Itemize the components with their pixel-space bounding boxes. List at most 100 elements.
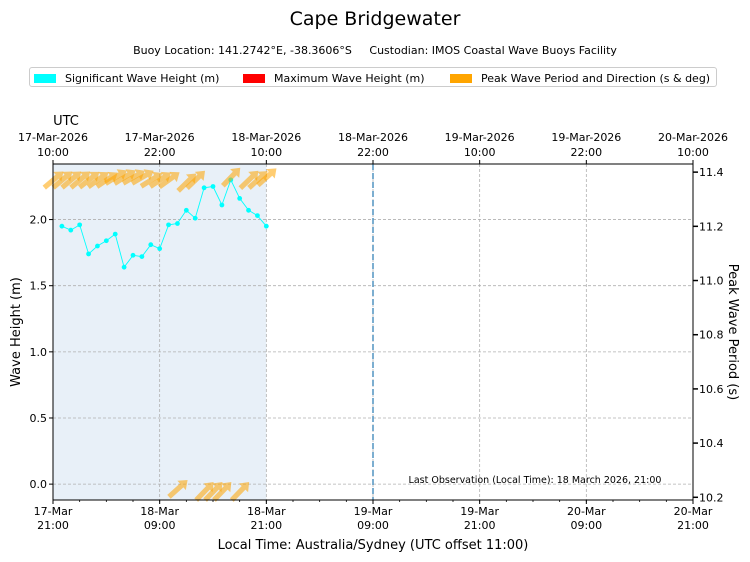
x-top-tick-label: 10:00 (250, 146, 282, 159)
significant-wave-height-point (121, 264, 127, 270)
legend-item-period: Peak Wave Period and Direction (s & deg) (450, 71, 710, 85)
significant-wave-height-point (103, 238, 109, 244)
period-direction-arrow-shape (51, 171, 73, 190)
period-direction-arrow-shape (238, 170, 259, 191)
x-top-tick-label: 17-Mar-2026 (18, 131, 88, 144)
period-direction-arrow (77, 171, 100, 190)
x-tick-label: 20-Mar (567, 505, 606, 518)
x-top-tick-label: 19-Mar-2026 (551, 131, 621, 144)
period-direction-arrow (157, 171, 180, 190)
period-direction-arrow-shape (194, 482, 214, 502)
x-top-tick-label: 22:00 (144, 146, 176, 159)
period-direction-arrow (238, 170, 259, 191)
x-axis-label: Local Time: Australia/Sydney (UTC offset… (218, 538, 529, 553)
period-direction-arrow-shape (220, 167, 241, 188)
x-top-tick-label: 18-Mar-2026 (338, 131, 408, 144)
legend-label-maximum: Maximum Wave Height (m) (274, 71, 425, 85)
period-direction-arrow (60, 171, 82, 190)
period-direction-arrow (220, 167, 241, 188)
y2-tick-label: 11.2 (699, 220, 724, 233)
y2-tick-label: 11.0 (699, 275, 724, 288)
legend-swatch-period (450, 73, 472, 83)
period-direction-arrow (167, 480, 188, 499)
last-observation-note: Last Observation (Local Time): 18 March … (409, 475, 662, 486)
period-direction-arrow-shape (256, 168, 277, 188)
significant-wave-height-point (112, 231, 118, 237)
x-tick-label: 18-Mar (247, 505, 286, 518)
period-direction-arrow-shape (157, 171, 180, 190)
y-tick-label: 0.0 (30, 478, 48, 491)
y2-tick-label: 10.4 (699, 437, 724, 450)
legend: Significant Wave Height (m) Maximum Wave… (29, 67, 717, 87)
y-axis-label: Wave Height (m) (9, 277, 24, 387)
significant-wave-height-point (219, 202, 225, 208)
significant-wave-height-point (77, 222, 83, 228)
x-top-tick-label: 22:00 (357, 146, 389, 159)
significant-wave-height-point (192, 215, 198, 221)
x-tick-label: 21:00 (37, 519, 69, 532)
y-tick-label: 1.5 (30, 280, 48, 293)
x-tick-label: 21:00 (250, 519, 282, 532)
period-direction-arrow-shape (203, 482, 223, 502)
significant-wave-height-point (139, 254, 145, 259)
legend-label-significant: Significant Wave Height (m) (65, 71, 220, 85)
significant-wave-height-point (210, 184, 216, 189)
x-top-tick-label: 10:00 (464, 146, 496, 159)
period-direction-arrow-shape (77, 171, 100, 190)
period-direction-arrow-shape (167, 480, 188, 499)
x-tick-label: 19-Mar (460, 505, 499, 518)
significant-wave-height-point (263, 223, 269, 229)
y2-axis-label: Peak Wave Period (s) (725, 264, 740, 400)
x-tick-label: 21:00 (464, 519, 496, 532)
period-direction-arrow (203, 482, 223, 502)
x-tick-label: 17-Mar (34, 505, 73, 518)
significant-wave-height-point (148, 242, 154, 248)
x-top-tick-label: 18-Mar-2026 (231, 131, 301, 144)
x-top-tick-label: 17-Mar-2026 (125, 131, 195, 144)
period-direction-arrow (229, 482, 250, 502)
x-top-tick-label: 10:00 (37, 146, 69, 159)
x-tick-label: 19-Mar (354, 505, 393, 518)
significant-wave-height-point (95, 243, 100, 249)
significant-wave-height-point (68, 227, 74, 233)
x-tick-label: 09:00 (570, 519, 602, 532)
significant-wave-height-point (237, 195, 243, 201)
significant-wave-height-point (166, 222, 171, 228)
significant-wave-height-point (59, 223, 65, 229)
period-direction-arrow-shape (60, 171, 82, 190)
period-direction-arrow (130, 169, 154, 186)
significant-wave-height-point (130, 252, 136, 258)
series-layer (59, 164, 374, 500)
significant-wave-height-point (175, 221, 180, 226)
significant-wave-height-point (255, 213, 260, 218)
buoy-subtitle: Buoy Location: 141.2742°E, -38.3606°S Cu… (133, 44, 617, 57)
y2-tick-label: 10.2 (699, 491, 724, 504)
axis-ticks: 0.0 0.5 1.0 1.5 2.0 10.2 10.4 10.6 10.8 11.0 11.2 1… (18, 131, 728, 532)
significant-wave-height-point (157, 246, 163, 252)
period-direction-arrow (51, 171, 73, 190)
period-direction-arrow (194, 482, 214, 502)
x-top-tick-label: 22:00 (570, 146, 602, 159)
y2-tick-label: 11.4 (699, 166, 724, 179)
x-top-tick-label: 10:00 (677, 146, 709, 159)
significant-wave-height-point (183, 207, 189, 213)
x-tick-label: 09:00 (144, 519, 176, 532)
x-top-tick-label: 19-Mar-2026 (445, 131, 515, 144)
significant-wave-height-point (86, 251, 91, 257)
period-direction-arrow (256, 168, 277, 188)
legend-item-significant: Significant Wave Height (m) (34, 71, 219, 85)
y-tick-label: 2.0 (30, 214, 48, 227)
y-tick-label: 1.0 (30, 346, 48, 359)
period-arrow-layer (42, 167, 277, 502)
legend-swatch-maximum (243, 73, 265, 83)
period-direction-arrow (69, 171, 91, 190)
legend-swatch-significant (34, 73, 56, 83)
x-tick-label: 09:00 (357, 519, 389, 532)
y-tick-label: 0.5 (30, 412, 48, 425)
x-top-tick-label: 20-Mar-2026 (658, 131, 728, 144)
top-axis-unit-label: UTC (53, 114, 79, 129)
period-direction-arrow (212, 482, 232, 502)
significant-wave-height-point (246, 207, 251, 213)
period-direction-arrow-shape (130, 169, 154, 186)
